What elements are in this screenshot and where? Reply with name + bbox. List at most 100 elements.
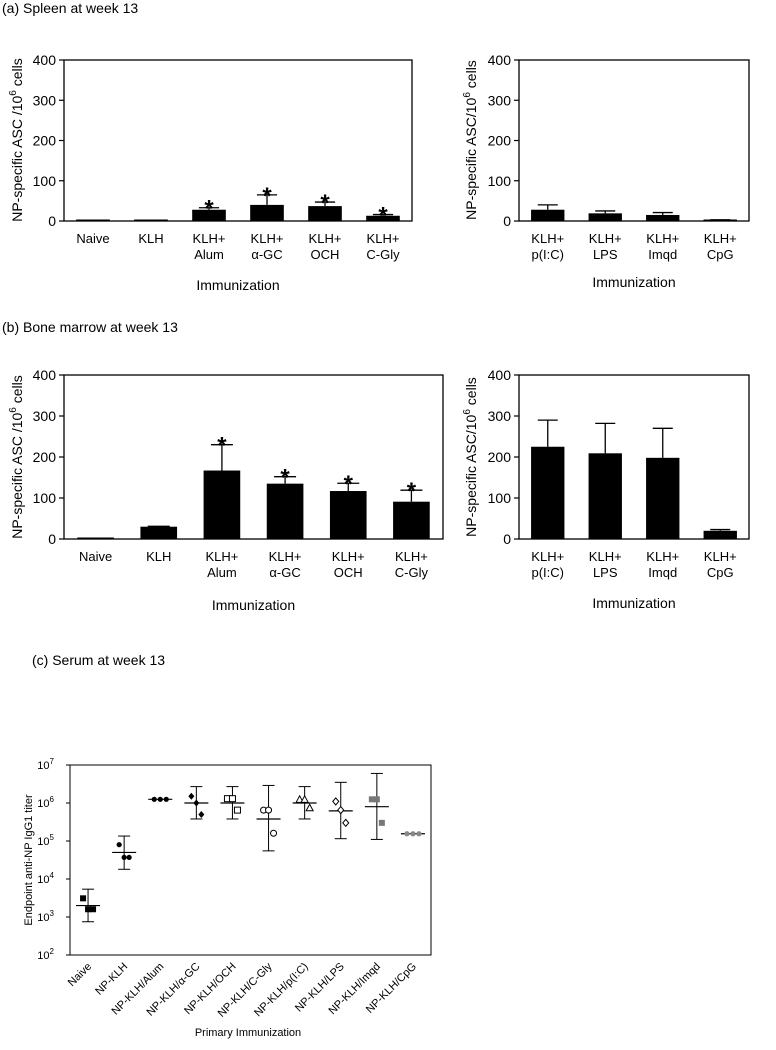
y-tick-label: 107	[37, 757, 54, 772]
x-tick-label: p(I:C)	[532, 565, 565, 580]
data-point	[416, 831, 422, 837]
x-tick-label: KLH+	[646, 549, 679, 564]
x-tick-label: KLH+	[205, 549, 238, 564]
plot-frame	[69, 764, 432, 956]
bar	[76, 219, 110, 221]
x-tick-label: LPS	[593, 247, 618, 262]
y-tick-label: 100	[488, 490, 512, 506]
bar	[250, 204, 284, 221]
bar	[531, 209, 565, 221]
x-tick-label: KLH+	[531, 231, 564, 246]
significance-marker: *	[344, 471, 354, 498]
y-tick-label: 0	[503, 213, 511, 229]
data-point	[332, 797, 340, 806]
x-tick-label: CpG	[707, 565, 734, 580]
x-axis-label: Immunization	[212, 597, 295, 613]
x-tick-label: KLH+	[589, 231, 622, 246]
significance-marker: *	[378, 203, 388, 230]
y-tick-label: 300	[488, 408, 512, 424]
x-tick-label: C-Gly	[366, 247, 400, 262]
x-tick-label: Naive	[66, 961, 94, 989]
data-point	[80, 895, 87, 902]
y-tick-label: 105	[37, 833, 54, 848]
plot-frame	[518, 59, 750, 222]
y-tick-label: 100	[33, 490, 57, 506]
y-tick-label: 300	[488, 92, 512, 108]
x-tick-label: KLH+	[589, 549, 622, 564]
data-point	[198, 810, 205, 818]
bar	[266, 483, 304, 539]
bar	[703, 530, 737, 539]
x-tick-label: KLH	[138, 231, 163, 246]
y-tick-label: 200	[488, 133, 512, 149]
x-tick-label: KLH+	[309, 231, 342, 246]
x-tick-label: Imqd	[648, 565, 677, 580]
y-tick-label: 400	[33, 367, 57, 383]
significance-marker: *	[217, 433, 227, 460]
x-tick-label: Imqd	[648, 247, 677, 262]
data-point	[295, 794, 304, 803]
x-tick-label: KLH+	[704, 231, 737, 246]
bar	[134, 219, 168, 221]
y-tick-label: 100	[488, 173, 512, 189]
x-tick-label: NP-KLH	[93, 961, 130, 998]
x-tick-label: CpG	[707, 247, 734, 262]
x-axis-label: Immunization	[592, 595, 675, 611]
y-tick-label: 200	[488, 449, 512, 465]
x-axis-label: Immunization	[196, 277, 279, 293]
x-tick-label: LPS	[593, 565, 618, 580]
data-point	[126, 854, 132, 861]
section-title-c: (c) Serum at week 13	[32, 652, 165, 668]
y-tick-label: 400	[33, 52, 57, 68]
data-point	[193, 799, 200, 807]
bar	[646, 214, 680, 221]
x-tick-label: α-GC	[269, 565, 300, 580]
data-point	[188, 792, 195, 800]
data-point	[378, 819, 385, 826]
chart-spleen-tlr: 0 100 200 300 400 NP-specific ASC/106 cells KL…	[462, 52, 750, 290]
bar	[77, 537, 114, 539]
y-tick-label: 300	[33, 92, 57, 108]
y-axis-label: NP-specific ASC/106 cells	[462, 377, 479, 537]
y-tick-label: 100	[33, 173, 57, 189]
x-axis-label: Primary Immunization	[195, 1027, 301, 1039]
x-tick-label: KLH+	[193, 231, 226, 246]
x-tick-label: C-Gly	[395, 565, 429, 580]
data-point	[228, 795, 236, 803]
y-axis-label: NP-specific ASC /106 cells	[8, 58, 25, 222]
x-tick-label: p(I:C)	[532, 247, 565, 262]
data-point	[305, 803, 314, 812]
y-axis-label: NP-specific ASC/106 cells	[462, 60, 479, 220]
x-tick-label: KLH+	[704, 549, 737, 564]
data-point	[163, 796, 169, 802]
data-point	[157, 796, 163, 802]
significance-marker: *	[204, 196, 214, 223]
bar	[531, 446, 565, 539]
bar	[366, 215, 400, 221]
chart-serum-titer: 102 103 104 105 106 107 Endpoint anti-NP IgG1 …	[23, 757, 432, 1039]
y-tick-label: 0	[503, 531, 511, 547]
x-tick-label: KLH+	[269, 549, 302, 564]
data-point	[121, 854, 127, 861]
x-axis-label: Immunization	[592, 274, 675, 290]
bar	[140, 526, 178, 539]
bar	[588, 213, 622, 221]
y-axis-label: Endpoint anti-NP IgG1 titer	[23, 794, 35, 926]
bar	[308, 206, 342, 221]
x-tick-label: KLH+	[531, 549, 564, 564]
data-point	[116, 842, 122, 848]
bar	[329, 491, 367, 539]
bar	[203, 470, 241, 539]
y-tick-label: 400	[488, 52, 512, 68]
data-point	[90, 906, 97, 913]
section-title-b: (b) Bone marrow at week 13	[2, 319, 178, 335]
bar	[393, 501, 430, 539]
y-axis-label: NP-specific ASC /106 cells	[8, 375, 25, 539]
bar	[646, 457, 680, 539]
plot-frame	[63, 374, 444, 540]
y-tick-label: 0	[48, 531, 56, 547]
x-tick-label: Naive	[79, 549, 112, 564]
chart-bone-marrow-adjuvants: 0 100 200 300 400 NP-specific ASC /106 cells N…	[8, 367, 444, 613]
x-tick-label: KLH	[146, 549, 171, 564]
